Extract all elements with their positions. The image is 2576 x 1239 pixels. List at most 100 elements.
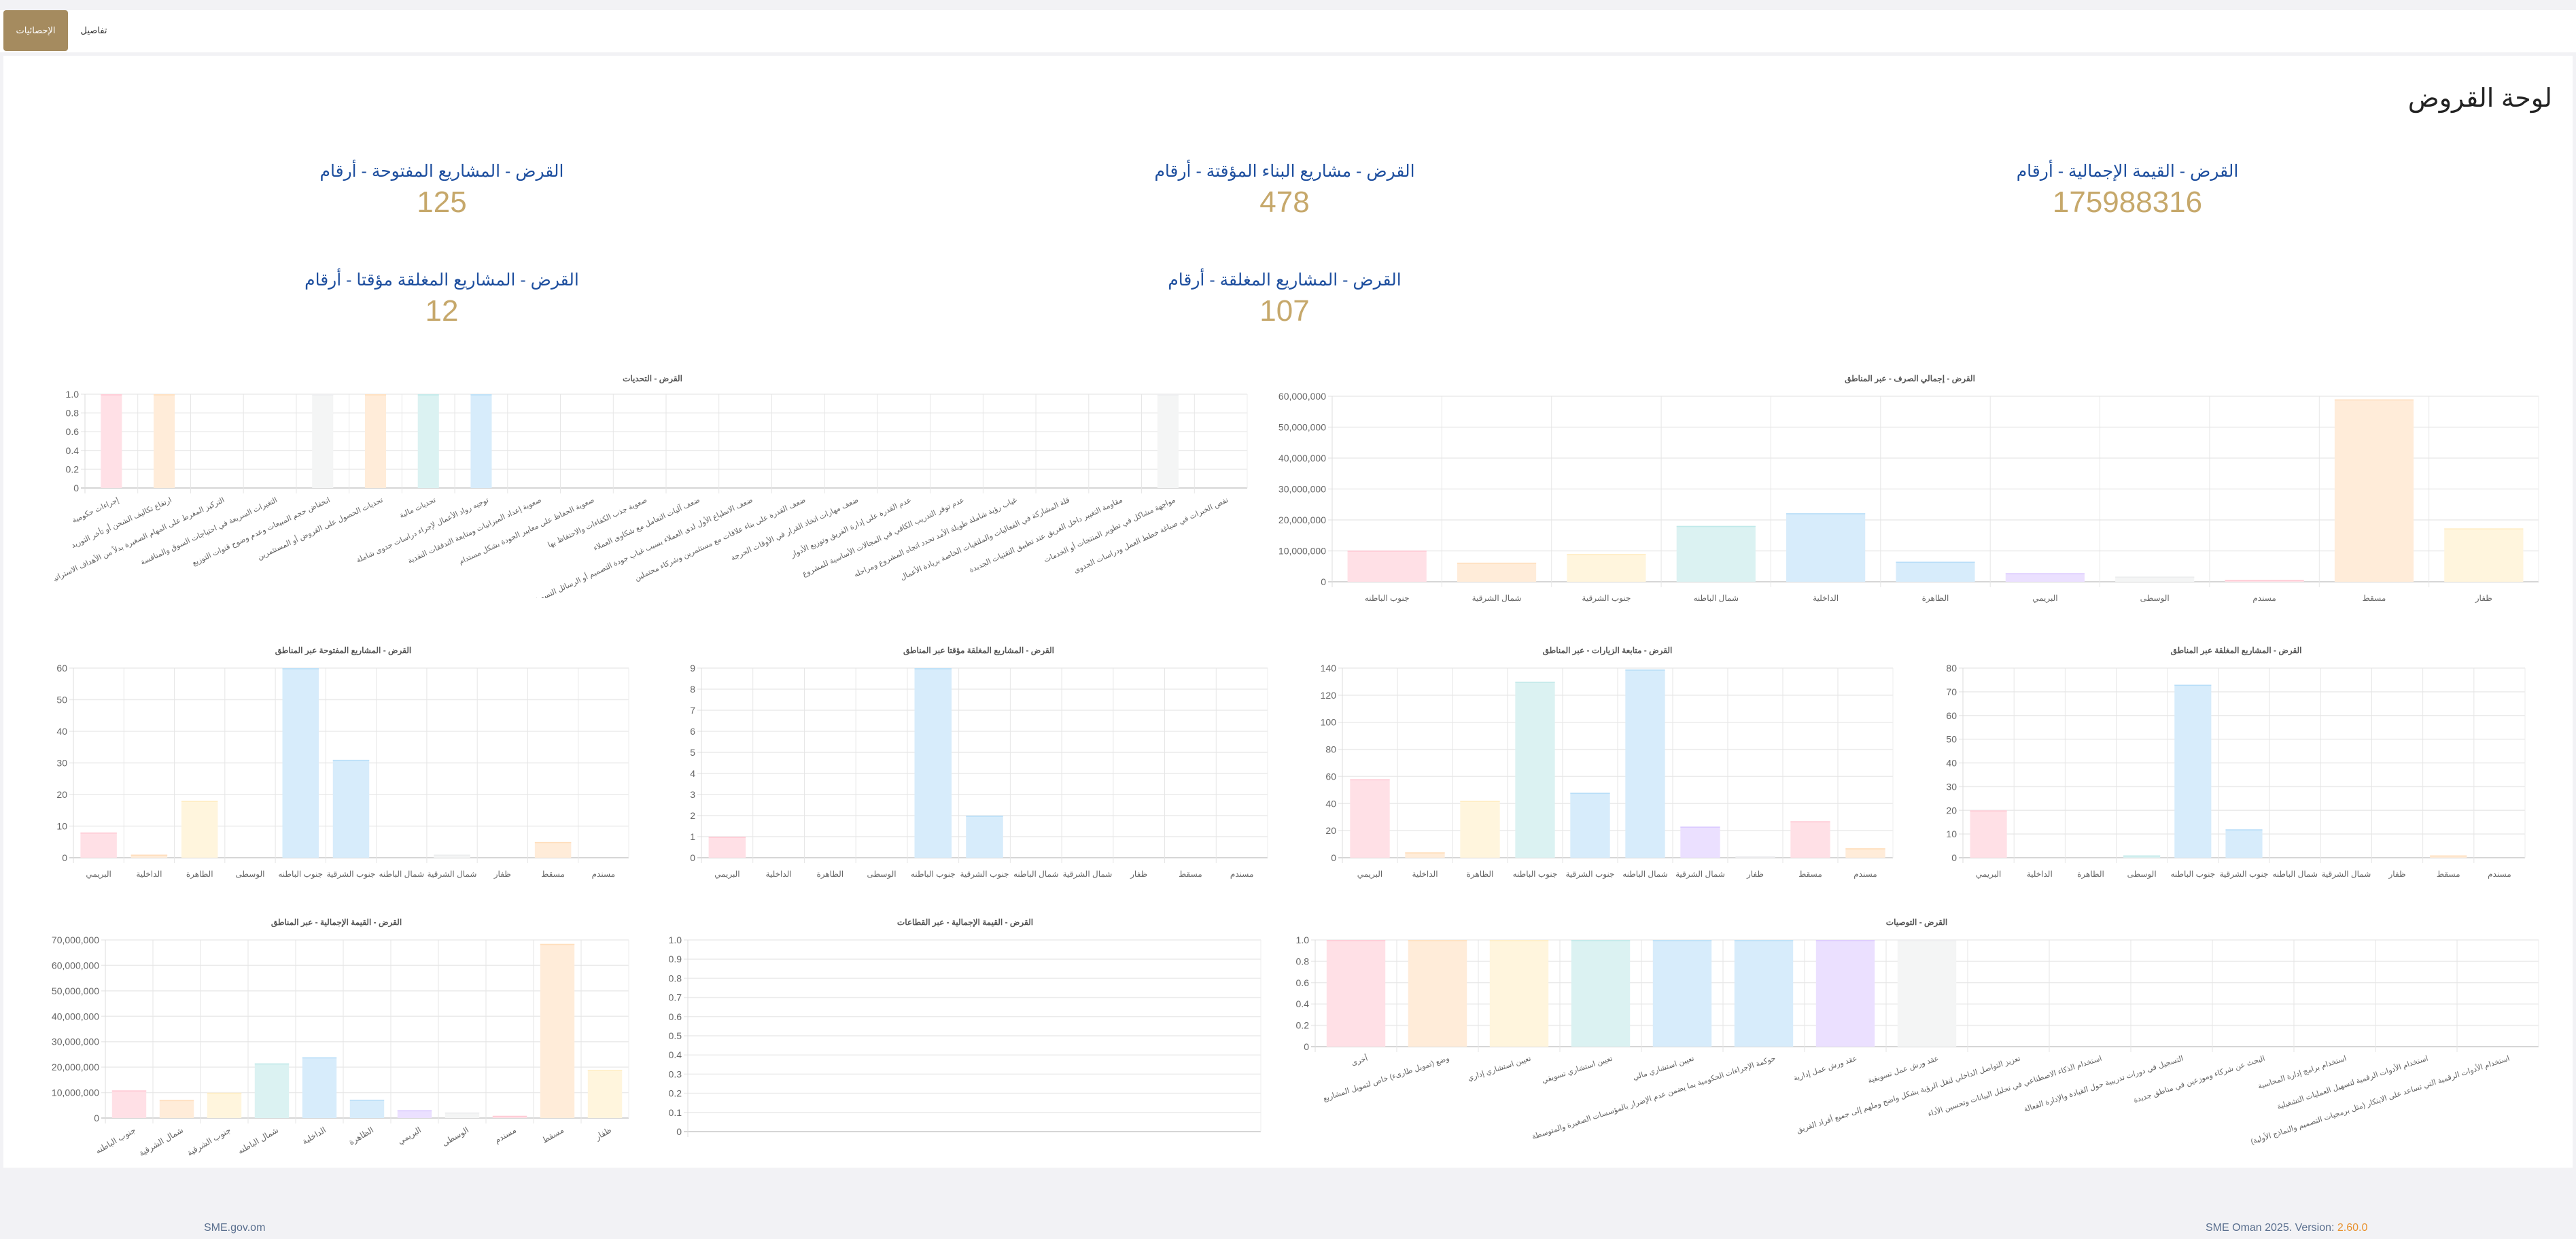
x-tick-label: شمال الباطنه [1622, 869, 1668, 879]
bar[interactable] [434, 854, 470, 858]
tab-details[interactable]: تفاصيل [80, 25, 107, 35]
y-tick-label: 0 [676, 1126, 682, 1137]
bar[interactable] [1515, 681, 1555, 858]
x-tick-label: شمال الباطنه [2272, 869, 2318, 879]
chart-open-projects-by-region: القرض - المشاريع المفتوحة عبر المناطق 0 10… [54, 642, 632, 884]
bar[interactable] [966, 816, 1003, 858]
chart-svg: القرض - المشاريع المفتوحة عبر المناطق 0 10… [56, 646, 629, 879]
bar[interactable] [207, 1092, 242, 1118]
bar[interactable] [1350, 779, 1390, 858]
y-tick-label: 70,000,000 [52, 935, 99, 945]
x-tick-label: تعيين استشاري إداري [1467, 1054, 1532, 1082]
x-tick-label: الوسطى [2140, 593, 2170, 603]
bar[interactable] [2334, 399, 2414, 582]
bar[interactable] [1457, 562, 1537, 582]
stat-value: 107 [1259, 294, 1310, 328]
chart-total-value-by-sector: القرض - القيمة الإجمالية - عبر القطاعات 0… [666, 914, 1264, 1142]
bar[interactable] [1570, 792, 1610, 858]
chart-temp-closed-by-region: القرض - المشاريع المغلقة مؤقتا عبر المنا… [686, 642, 1271, 884]
bar[interactable] [1625, 669, 1665, 858]
y-tick-label: 1.0 [669, 935, 682, 945]
bar[interactable] [111, 1090, 147, 1118]
y-tick-label: 0.1 [669, 1107, 682, 1118]
bar[interactable] [1405, 852, 1445, 858]
bar[interactable] [1680, 826, 1720, 858]
x-tick-label: جنوب الشرقية [2220, 869, 2269, 879]
bar[interactable] [130, 854, 168, 858]
bar[interactable] [708, 837, 746, 858]
bar[interactable] [417, 394, 439, 488]
x-tick-label: شمال الشرقية [1472, 593, 1522, 603]
chart-title: القرض - إجمالي الصرف - عبر المناطق [1845, 374, 1975, 384]
bar[interactable] [587, 1070, 623, 1118]
bar[interactable] [181, 801, 218, 858]
bar[interactable] [349, 1100, 385, 1118]
x-tick-label: شمال الشرقية [1063, 869, 1113, 879]
bar[interactable] [282, 668, 319, 858]
bar[interactable] [364, 394, 387, 488]
bar[interactable] [1652, 940, 1712, 1047]
bar[interactable] [312, 394, 334, 488]
bar[interactable] [1896, 561, 1975, 582]
bar[interactable] [254, 1063, 290, 1118]
y-tick-label: 0 [62, 852, 67, 863]
bar[interactable] [101, 394, 122, 488]
bar[interactable] [1489, 940, 1549, 1047]
y-tick-label: 20 [1946, 805, 1957, 816]
bar[interactable] [80, 832, 117, 858]
bar[interactable] [914, 668, 952, 858]
bar[interactable] [1790, 821, 1830, 858]
bar[interactable] [2115, 576, 2195, 582]
bar[interactable] [1786, 512, 1866, 582]
chart-title: القرض - متابعة الزيارات - عبر المناطق [1543, 646, 1673, 656]
bar[interactable] [1571, 940, 1631, 1047]
x-tick-label: الظاهرة [1467, 869, 1494, 879]
x-tick-label: جنوب الباطنه [1365, 593, 1410, 603]
bar[interactable] [302, 1057, 337, 1118]
bar[interactable] [1845, 848, 1885, 858]
chart-title: القرض - القيمة الإجمالية - عبر المناطق [271, 918, 402, 928]
bar[interactable] [2444, 528, 2524, 582]
x-tick-label: جنوب الباطنه [94, 1125, 137, 1155]
chart-closed-by-region: القرض - المشاريع المغلقة عبر المناطق 0 10 2… [1944, 642, 2528, 884]
y-tick-label: 50 [56, 695, 67, 705]
footer-site-link[interactable]: SME.gov.om [204, 1222, 266, 1234]
bar[interactable] [540, 943, 575, 1118]
bar[interactable] [1347, 551, 1427, 582]
x-tick-label: وضع (تمويل طارىء) خاص لتمويل المشاريع [1322, 1054, 1450, 1103]
y-tick-label: 0.5 [669, 1030, 682, 1041]
bar[interactable] [154, 394, 175, 488]
bar[interactable] [1815, 940, 1875, 1047]
x-tick-label: البريمي [1976, 869, 2002, 879]
bar[interactable] [1326, 940, 1386, 1047]
bar[interactable] [332, 759, 370, 858]
y-tick-label: 1.0 [66, 389, 80, 400]
bar[interactable] [1970, 810, 2007, 858]
dashboard-card: لوحة القروض القرض - القيمة الإجمالية - أ… [3, 56, 2573, 1168]
y-tick-label: 40 [1946, 758, 1957, 769]
bar[interactable] [1567, 554, 1646, 582]
bar[interactable] [445, 1112, 480, 1118]
stat-closed-projects: القرض - المشاريع المغلقة - أرقام 107 [1047, 270, 1522, 328]
x-tick-label: ظفار [1746, 869, 1764, 879]
bar[interactable] [534, 841, 572, 858]
bar[interactable] [2225, 829, 2263, 858]
bar[interactable] [397, 1110, 432, 1118]
y-tick-label: 70 [1946, 686, 1957, 697]
bar[interactable] [1676, 525, 1756, 582]
y-tick-label: 0.8 [1296, 956, 1310, 966]
bar[interactable] [1408, 940, 1467, 1047]
x-tick-label: تعيين استشاري مالي [1632, 1054, 1695, 1081]
stat-temporarily-closed-projects: القرض - المشاريع المغلقة مؤقتا - أرقام 1… [204, 270, 680, 328]
bar[interactable] [1734, 940, 1794, 1047]
bar[interactable] [470, 394, 492, 488]
bar[interactable] [2005, 573, 2085, 582]
bar[interactable] [159, 1100, 194, 1118]
bar[interactable] [1460, 801, 1500, 858]
tab-statistics[interactable]: الإحصائيات [3, 10, 68, 51]
chart-recommendations: القرض - التوصيات 0 0.2 0.4 0.6 0.8 1.0 أخرى وضع … [1291, 914, 2542, 1166]
bar[interactable] [1897, 940, 1957, 1047]
bar[interactable] [1157, 394, 1179, 488]
bar[interactable] [2174, 684, 2212, 858]
x-tick-label: البريمي [714, 869, 740, 879]
